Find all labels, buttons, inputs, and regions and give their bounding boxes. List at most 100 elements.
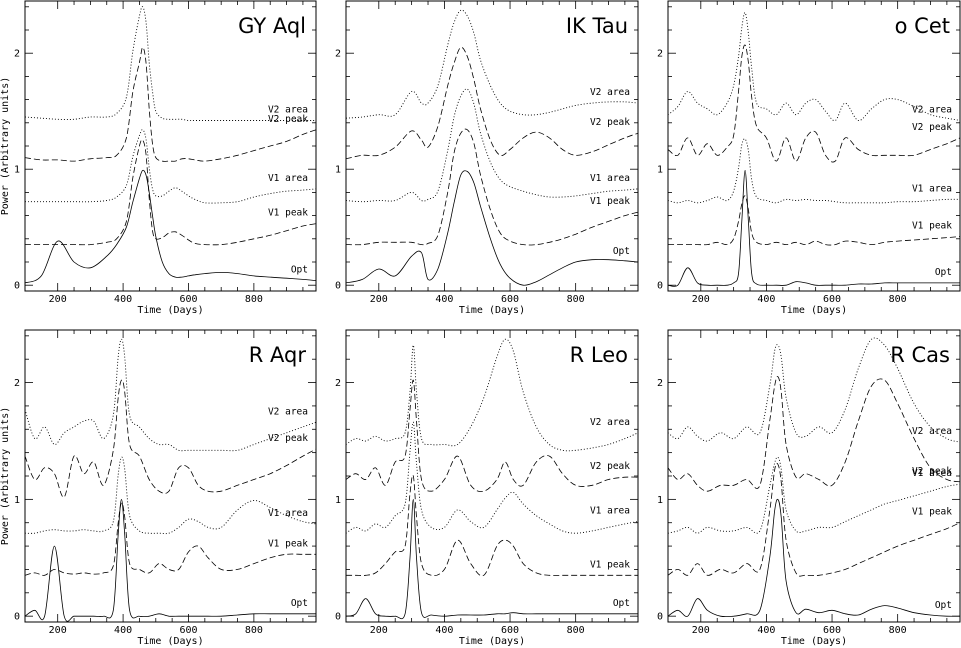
panel-4: 200 400 600 800 0 1 2 Time (Days) R Leo V2 area V2… bbox=[335, 329, 639, 647]
series-line-v2-peak bbox=[668, 44, 960, 163]
x-tick-label: 200 bbox=[692, 625, 710, 636]
y-tick-label: 0 bbox=[14, 281, 20, 292]
curves bbox=[25, 6, 316, 284]
x-tick-label: 600 bbox=[823, 294, 841, 305]
y-tick-label: 1 bbox=[335, 165, 341, 176]
y-tick-label: 2 bbox=[335, 378, 341, 389]
panel-title: ο Cet bbox=[895, 14, 950, 38]
x-axis-label: Time (Days) bbox=[137, 636, 203, 647]
series-label-v1-peak: V1 peak bbox=[912, 220, 952, 231]
series-line-opt bbox=[668, 169, 960, 287]
series-label-v1-peak: V1 peak bbox=[590, 196, 630, 207]
series-line-v2-peak bbox=[668, 376, 960, 492]
series-label-v1-area: V1 area bbox=[590, 173, 630, 184]
series-line-opt bbox=[25, 498, 316, 622]
panel-title: R Aqr bbox=[249, 343, 307, 367]
series-line-opt bbox=[25, 169, 316, 284]
panel-title: GY Aql bbox=[238, 14, 306, 38]
y-tick-label: 0 bbox=[335, 281, 341, 292]
series-label-v1-peak: V1 peak bbox=[912, 507, 952, 518]
x-tick-label: 200 bbox=[370, 294, 388, 305]
x-tick-label: 200 bbox=[692, 294, 710, 305]
panel-2: 200 400 600 800 0 1 2 Time (Days) ο Cet V2 area V2… bbox=[657, 0, 961, 316]
x-tick-label: 800 bbox=[889, 625, 907, 636]
panel-title: IK Tau bbox=[566, 14, 628, 38]
series-label-v2-peak: V2 peak bbox=[268, 114, 308, 125]
x-tick-label: 200 bbox=[49, 294, 67, 305]
series-label-v2-area: V2 area bbox=[268, 104, 308, 115]
x-tick-label: 200 bbox=[370, 625, 388, 636]
panel-title: R Cas bbox=[890, 343, 950, 367]
y-tick-label: 2 bbox=[335, 49, 341, 60]
x-tick-label: 400 bbox=[114, 625, 132, 636]
series-label-v2-area: V2 area bbox=[912, 104, 952, 115]
x-tick-label: 800 bbox=[567, 625, 585, 636]
series-line-v2-area bbox=[346, 338, 638, 452]
panel-1: 200 400 600 800 0 1 2 Time (Days) IK Tau V2 area V… bbox=[335, 0, 639, 316]
series-line-v2-peak bbox=[25, 379, 316, 498]
series-line-v2-peak bbox=[25, 46, 316, 162]
x-tick-label: 400 bbox=[435, 294, 453, 305]
x-tick-label: 800 bbox=[245, 625, 263, 636]
x-axis-label: Time (Days) bbox=[781, 305, 847, 316]
series-line-v2-area bbox=[25, 338, 316, 452]
x-tick-label: 600 bbox=[179, 625, 197, 636]
series-label-v2-peak: V2 peak bbox=[590, 117, 630, 128]
series-label-opt: Opt bbox=[613, 598, 630, 609]
series-label-v2-area: V2 area bbox=[268, 406, 308, 417]
series-label-v2-peak: V2 peak bbox=[268, 433, 308, 444]
series-label-opt: Opt bbox=[935, 600, 952, 611]
series-line-v1-area bbox=[25, 129, 316, 204]
curves bbox=[25, 338, 316, 622]
plot-frame bbox=[24, 0, 317, 292]
series-label-opt: Opt bbox=[613, 246, 630, 257]
x-tick-label: 600 bbox=[823, 625, 841, 636]
curves bbox=[668, 12, 960, 287]
series-line-v2-peak bbox=[346, 46, 638, 160]
series-line-v1-peak bbox=[668, 195, 960, 246]
x-tick-label: 600 bbox=[501, 625, 519, 636]
x-axis-label: Time (Days) bbox=[459, 636, 525, 647]
series-label-v1-area: V1 area bbox=[268, 173, 308, 184]
x-tick-label: 800 bbox=[889, 294, 907, 305]
series-label-v2-area: V2 area bbox=[590, 87, 630, 98]
plot-frame bbox=[345, 0, 639, 292]
panel-0: 200 400 600 800 0 1 2 Time (Days) Power (Arbitra… bbox=[0, 0, 317, 316]
x-tick-label: 400 bbox=[757, 625, 775, 636]
x-tick-label: 400 bbox=[114, 294, 132, 305]
series-label-opt: Opt bbox=[291, 598, 308, 609]
series-line-v1-area bbox=[346, 421, 638, 534]
plot-frame bbox=[24, 329, 317, 623]
x-tick-label: 600 bbox=[501, 294, 519, 305]
series-label-v1-area: V1 area bbox=[912, 468, 952, 479]
x-axis-label: Time (Days) bbox=[781, 636, 847, 647]
series-label-v1-area: V1 area bbox=[268, 508, 308, 519]
panel-title: R Leo bbox=[570, 343, 628, 367]
series-line-v1-area bbox=[25, 456, 316, 535]
series-line-opt bbox=[668, 498, 960, 618]
x-tick-label: 600 bbox=[179, 294, 197, 305]
y-tick-label: 0 bbox=[657, 281, 663, 292]
y-tick-label: 2 bbox=[657, 378, 663, 389]
x-tick-label: 800 bbox=[245, 294, 263, 305]
y-tick-label: 0 bbox=[14, 612, 20, 623]
curves bbox=[668, 337, 960, 618]
y-tick-label: 1 bbox=[14, 495, 20, 506]
series-line-v1-peak bbox=[346, 474, 638, 577]
series-line-v1-peak bbox=[25, 502, 316, 576]
series-label-v1-area: V1 area bbox=[912, 183, 952, 194]
series-label-v2-area: V2 area bbox=[590, 417, 630, 428]
x-axis-label: Time (Days) bbox=[137, 305, 203, 316]
y-tick-label: 1 bbox=[335, 495, 341, 506]
series-label-v2-peak: V2 peak bbox=[912, 466, 952, 477]
series-line-v2-peak bbox=[346, 379, 638, 492]
curves bbox=[346, 338, 638, 620]
series-line-v2-area bbox=[668, 337, 960, 443]
series-line-opt bbox=[346, 498, 638, 620]
series-line-opt bbox=[346, 170, 638, 286]
series-label-v2-peak: V2 peak bbox=[590, 461, 630, 472]
series-line-v2-area bbox=[668, 12, 960, 122]
series-label-v1-area: V1 area bbox=[590, 506, 630, 517]
y-tick-label: 0 bbox=[335, 612, 341, 623]
